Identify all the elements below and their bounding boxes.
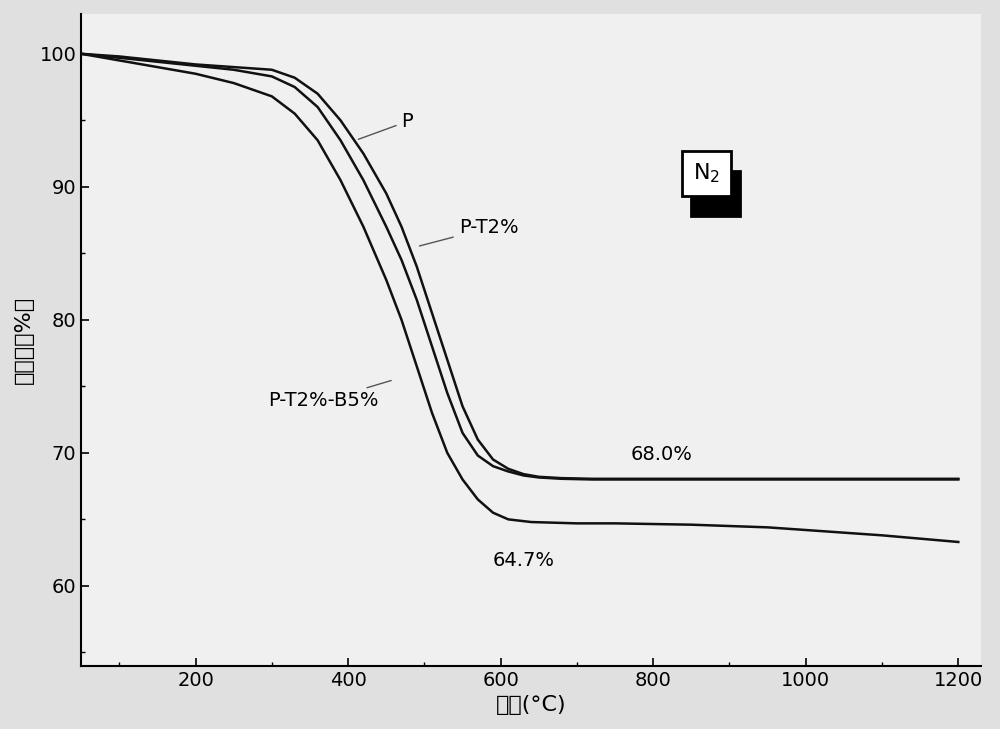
Text: P: P xyxy=(358,112,413,139)
Text: P-T2%: P-T2% xyxy=(419,219,518,246)
Text: N$_2$: N$_2$ xyxy=(702,182,729,206)
Text: 68.0%: 68.0% xyxy=(630,445,692,464)
Text: N$_2$: N$_2$ xyxy=(693,162,720,185)
Y-axis label: 残炭率（%）: 残炭率（%） xyxy=(14,296,34,384)
Text: 64.7%: 64.7% xyxy=(493,551,555,570)
Text: P-T2%-B5%: P-T2%-B5% xyxy=(268,381,391,410)
X-axis label: 温度(°C): 温度(°C) xyxy=(496,695,566,715)
